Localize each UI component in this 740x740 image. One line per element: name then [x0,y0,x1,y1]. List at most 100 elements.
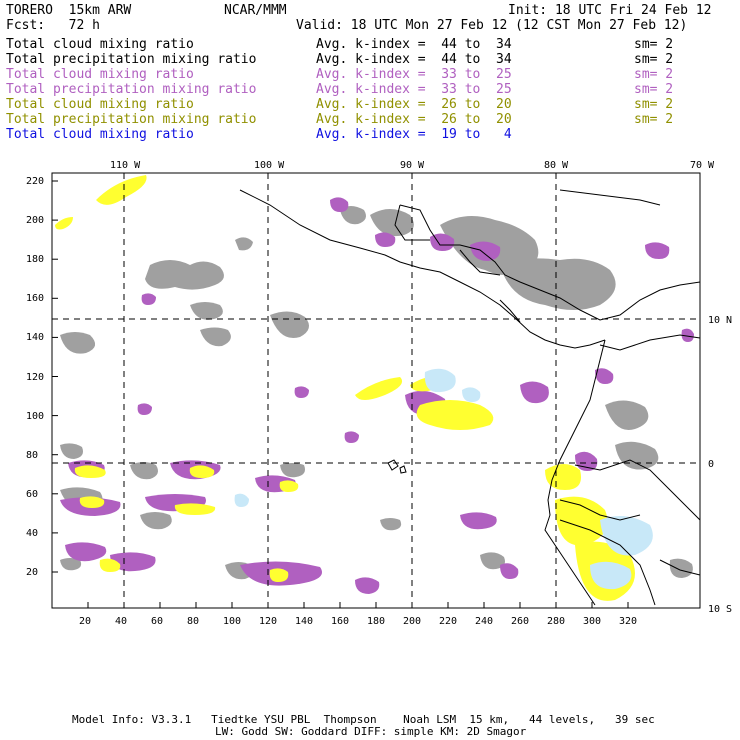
legend-field: Total precipitation mixing ratio [6,112,257,127]
gray-cloud-area [60,443,83,459]
x-tick-label: 280 [547,616,566,627]
purple-cloud-area [520,381,549,404]
lon-label-110w: 110 W [110,160,141,171]
lat-label-0: 0 [708,459,715,470]
coastline-sa-interior [599,334,701,351]
model-info: Model Info: V3.3.1 Tiedtke YSU PBL Thomp… [72,713,655,726]
lightblue-cloud-area [600,516,653,556]
legend-smoothing: sm= 2 [634,52,674,67]
yellow-cloud-area [189,465,215,478]
purple-cloud-area [294,386,309,398]
gray-cloud-area [480,552,505,570]
purple-cloud-area [375,232,396,247]
yellow-cloud-area [555,496,608,546]
purple-cloud-area [141,293,156,305]
x-tick-label: 40 [115,616,128,627]
y-tick-label: 160 [26,293,45,305]
purple-cloud-area [460,512,497,530]
coastline-caribbean [399,204,701,321]
yellow-cloud-area [55,217,73,230]
legend-kindex: Avg. k-index = 19 to 4 [316,127,512,142]
yellow-cloud-area [79,496,105,508]
x-tick-label: 100 [223,616,242,627]
gray-cloud-area [370,209,414,237]
graticule [52,173,700,608]
purple-cloud-area [330,197,349,212]
yellow-cloud-area [279,480,299,492]
x-tick-label: 180 [367,616,386,627]
y-tick-label: 140 [26,332,45,344]
legend-kindex: Avg. k-index = 26 to 20 [316,112,512,127]
gray-cloud-area [380,518,402,531]
y-tick-label: 80 [26,449,39,461]
x-tick-label: 60 [151,616,164,627]
gray-cloud-area [200,327,231,347]
purple-cloud-area [595,368,614,384]
x-tick-label: 200 [403,616,422,627]
gray-cloud-area [145,260,224,290]
gray-cloud-area [60,332,96,354]
gray-cloud-area [130,462,158,480]
coastline-south-america [544,339,606,606]
coastline-galapagos [399,465,407,474]
org-label: NCAR/MMM [224,3,287,18]
legend-field: Total cloud mixing ratio [6,37,194,52]
border-line [574,459,701,521]
legend-kindex: Avg. k-index = 44 to 34 [316,52,512,67]
border-line [559,519,656,606]
legend-smoothing: sm= 2 [634,97,674,112]
border-line [459,249,501,276]
legend-field: Total precipitation mixing ratio [6,82,257,97]
legend-field: Total cloud mixing ratio [6,67,194,82]
legend-smoothing: sm= 2 [634,82,674,97]
legend-smoothing: sm= 2 [634,112,674,127]
gray-cloud-area [60,558,82,571]
purple-cloud-area [681,328,694,342]
coastline-yucatan [394,204,430,241]
model-title: TORERO 15km ARW [6,3,132,18]
lightblue-cloud-area [234,493,249,507]
gray-cloud-area [235,237,253,251]
x-tick-label: 120 [259,616,278,627]
yellow-cloud-area [174,503,216,515]
coastlines [239,189,701,606]
x-tick-label: 260 [511,616,530,627]
yellow-cloud-area [74,465,106,478]
yellow-cloud-area [355,377,403,400]
legend-kindex: Avg. k-index = 44 to 34 [316,37,512,52]
y-tick-label: 40 [26,527,39,539]
x-tick-label: 300 [583,616,602,627]
yellow-cloud-area [545,464,581,490]
gray-cloud-area [605,400,649,430]
lightblue-cloud-area [424,368,456,393]
legend-field: Total cloud mixing ratio [6,127,194,142]
purple-cloud-area [344,431,359,443]
gray-cloud-area [140,512,172,530]
lon-label-100w: 100 W [254,160,285,171]
gray-cloud-area [669,558,693,578]
yellow-cloud-area [269,568,289,582]
x-axis-ticks [87,602,629,608]
yellow-cloud-area [96,175,147,205]
lightblue-cloud-area [462,387,481,402]
x-tick-label: 160 [331,616,350,627]
border-line [659,559,701,576]
y-axis-ticks [52,180,58,573]
y-tick-label: 220 [26,176,45,187]
coastline-galapagos [387,459,399,471]
y-tick-label: 100 [26,410,45,422]
gray-cloud-area [280,463,305,478]
init-time: Init: 18 UTC Fri 24 Feb 12 [508,3,712,18]
x-tick-label: 80 [187,616,200,627]
legend-field: Total precipitation mixing ratio [6,52,257,67]
y-tick-label: 120 [26,371,45,383]
purple-cloud-area [500,563,519,579]
border-line [559,499,641,521]
x-tick-label: 320 [619,616,638,627]
x-tick-label: 220 [439,616,458,627]
lat-label-10n: 10 N [708,315,733,326]
y-tick-label: 20 [26,567,39,578]
y-tick-label: 180 [26,254,45,266]
lon-label-70w: 70 W [690,160,715,171]
